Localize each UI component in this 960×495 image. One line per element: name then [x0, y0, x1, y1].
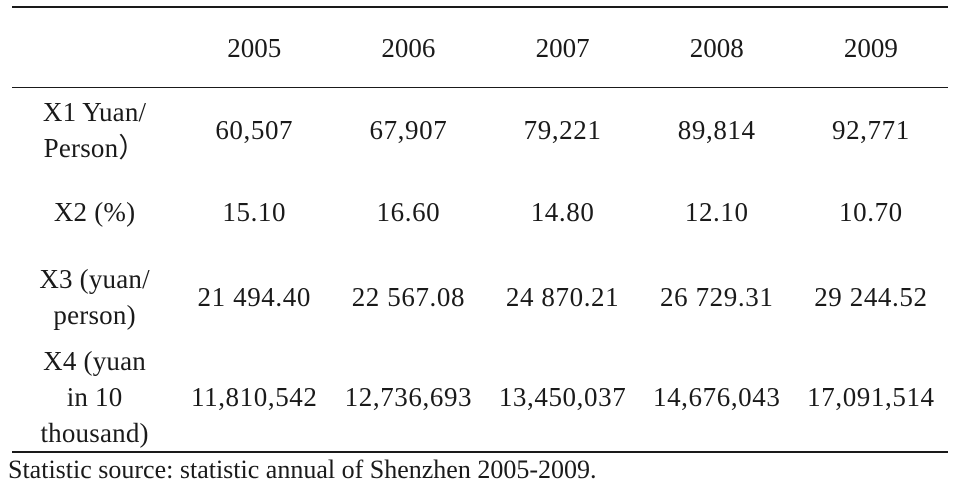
- table-cell: 79,221: [523, 115, 602, 146]
- row-label-line: in 10: [66, 382, 123, 412]
- year-header-2009: 2009: [793, 7, 948, 88]
- table-cell: 21 494.40: [197, 282, 311, 312]
- table-cell: 67,907: [369, 115, 448, 146]
- table-cell: 29 244.52: [814, 282, 928, 312]
- data-table-container: 2005 2006 2007 2008 2009 X1 Yuan/ Person…: [12, 6, 948, 453]
- table-cell: 89,814: [677, 115, 756, 146]
- year-header-2008: 2008: [639, 7, 794, 88]
- row-label-x1: X1 Yuan/ Person）: [12, 87, 177, 173]
- table-cell: 14,676,043: [652, 382, 781, 412]
- row-label-x2: X2 (%): [12, 173, 177, 251]
- table-cell: 92,771: [831, 115, 910, 146]
- row-label-line: X1 Yuan/: [42, 97, 147, 128]
- year-header-2006: 2006: [331, 7, 486, 88]
- table-row-x4: X4 (yuan in 10 thousand) 11,810,542 12,7…: [12, 343, 948, 452]
- table-cell: 24 870.21: [505, 282, 620, 312]
- table-cell: 15.10: [222, 197, 287, 227]
- row-label-line: X3 (yuan/: [39, 264, 150, 294]
- table-cell: 26 729.31: [660, 282, 774, 312]
- table-cell: 12,736,693: [344, 382, 473, 412]
- row-label-line: X4 (yuan: [43, 346, 146, 376]
- table-cell: 17,091,514: [807, 382, 935, 412]
- table-cell: 60,507: [215, 115, 294, 146]
- row-label-line: X2 (%): [53, 197, 136, 227]
- year-header-2007: 2007: [485, 7, 640, 88]
- header-row: 2005 2006 2007 2008 2009: [12, 7, 948, 88]
- row-label-line: Person）: [43, 133, 146, 164]
- statistics-table: 2005 2006 2007 2008 2009 X1 Yuan/ Person…: [12, 6, 948, 453]
- table-cell: 11,810,542: [191, 382, 318, 412]
- table-cell: 22 567.08: [351, 282, 466, 312]
- table-row-x2: X2 (%) 15.10 16.60 14.80 12.10 10.70: [12, 173, 948, 251]
- table-cell: 12.10: [684, 197, 749, 227]
- row-label-line: person): [53, 300, 136, 330]
- row-label-x4: X4 (yuan in 10 thousand): [12, 343, 177, 452]
- row-label-line: thousand): [40, 418, 149, 448]
- table-cell: 14.80: [530, 197, 595, 227]
- table-cell: 13,450,037: [498, 382, 627, 412]
- table-row-x3: X3 (yuan/ person) 21 494.40 22 567.08 24…: [12, 251, 948, 343]
- source-note: Statistic source: statistic annual of Sh…: [8, 455, 597, 484]
- year-header-2005: 2005: [177, 7, 332, 88]
- header-corner-cell: [12, 7, 178, 88]
- row-label-x3: X3 (yuan/ person): [12, 251, 177, 343]
- table-row-x1: X1 Yuan/ Person） 60,507 67,907 79,221 89…: [12, 87, 948, 173]
- table-cell: 10.70: [839, 197, 903, 227]
- table-cell: 16.60: [376, 197, 441, 227]
